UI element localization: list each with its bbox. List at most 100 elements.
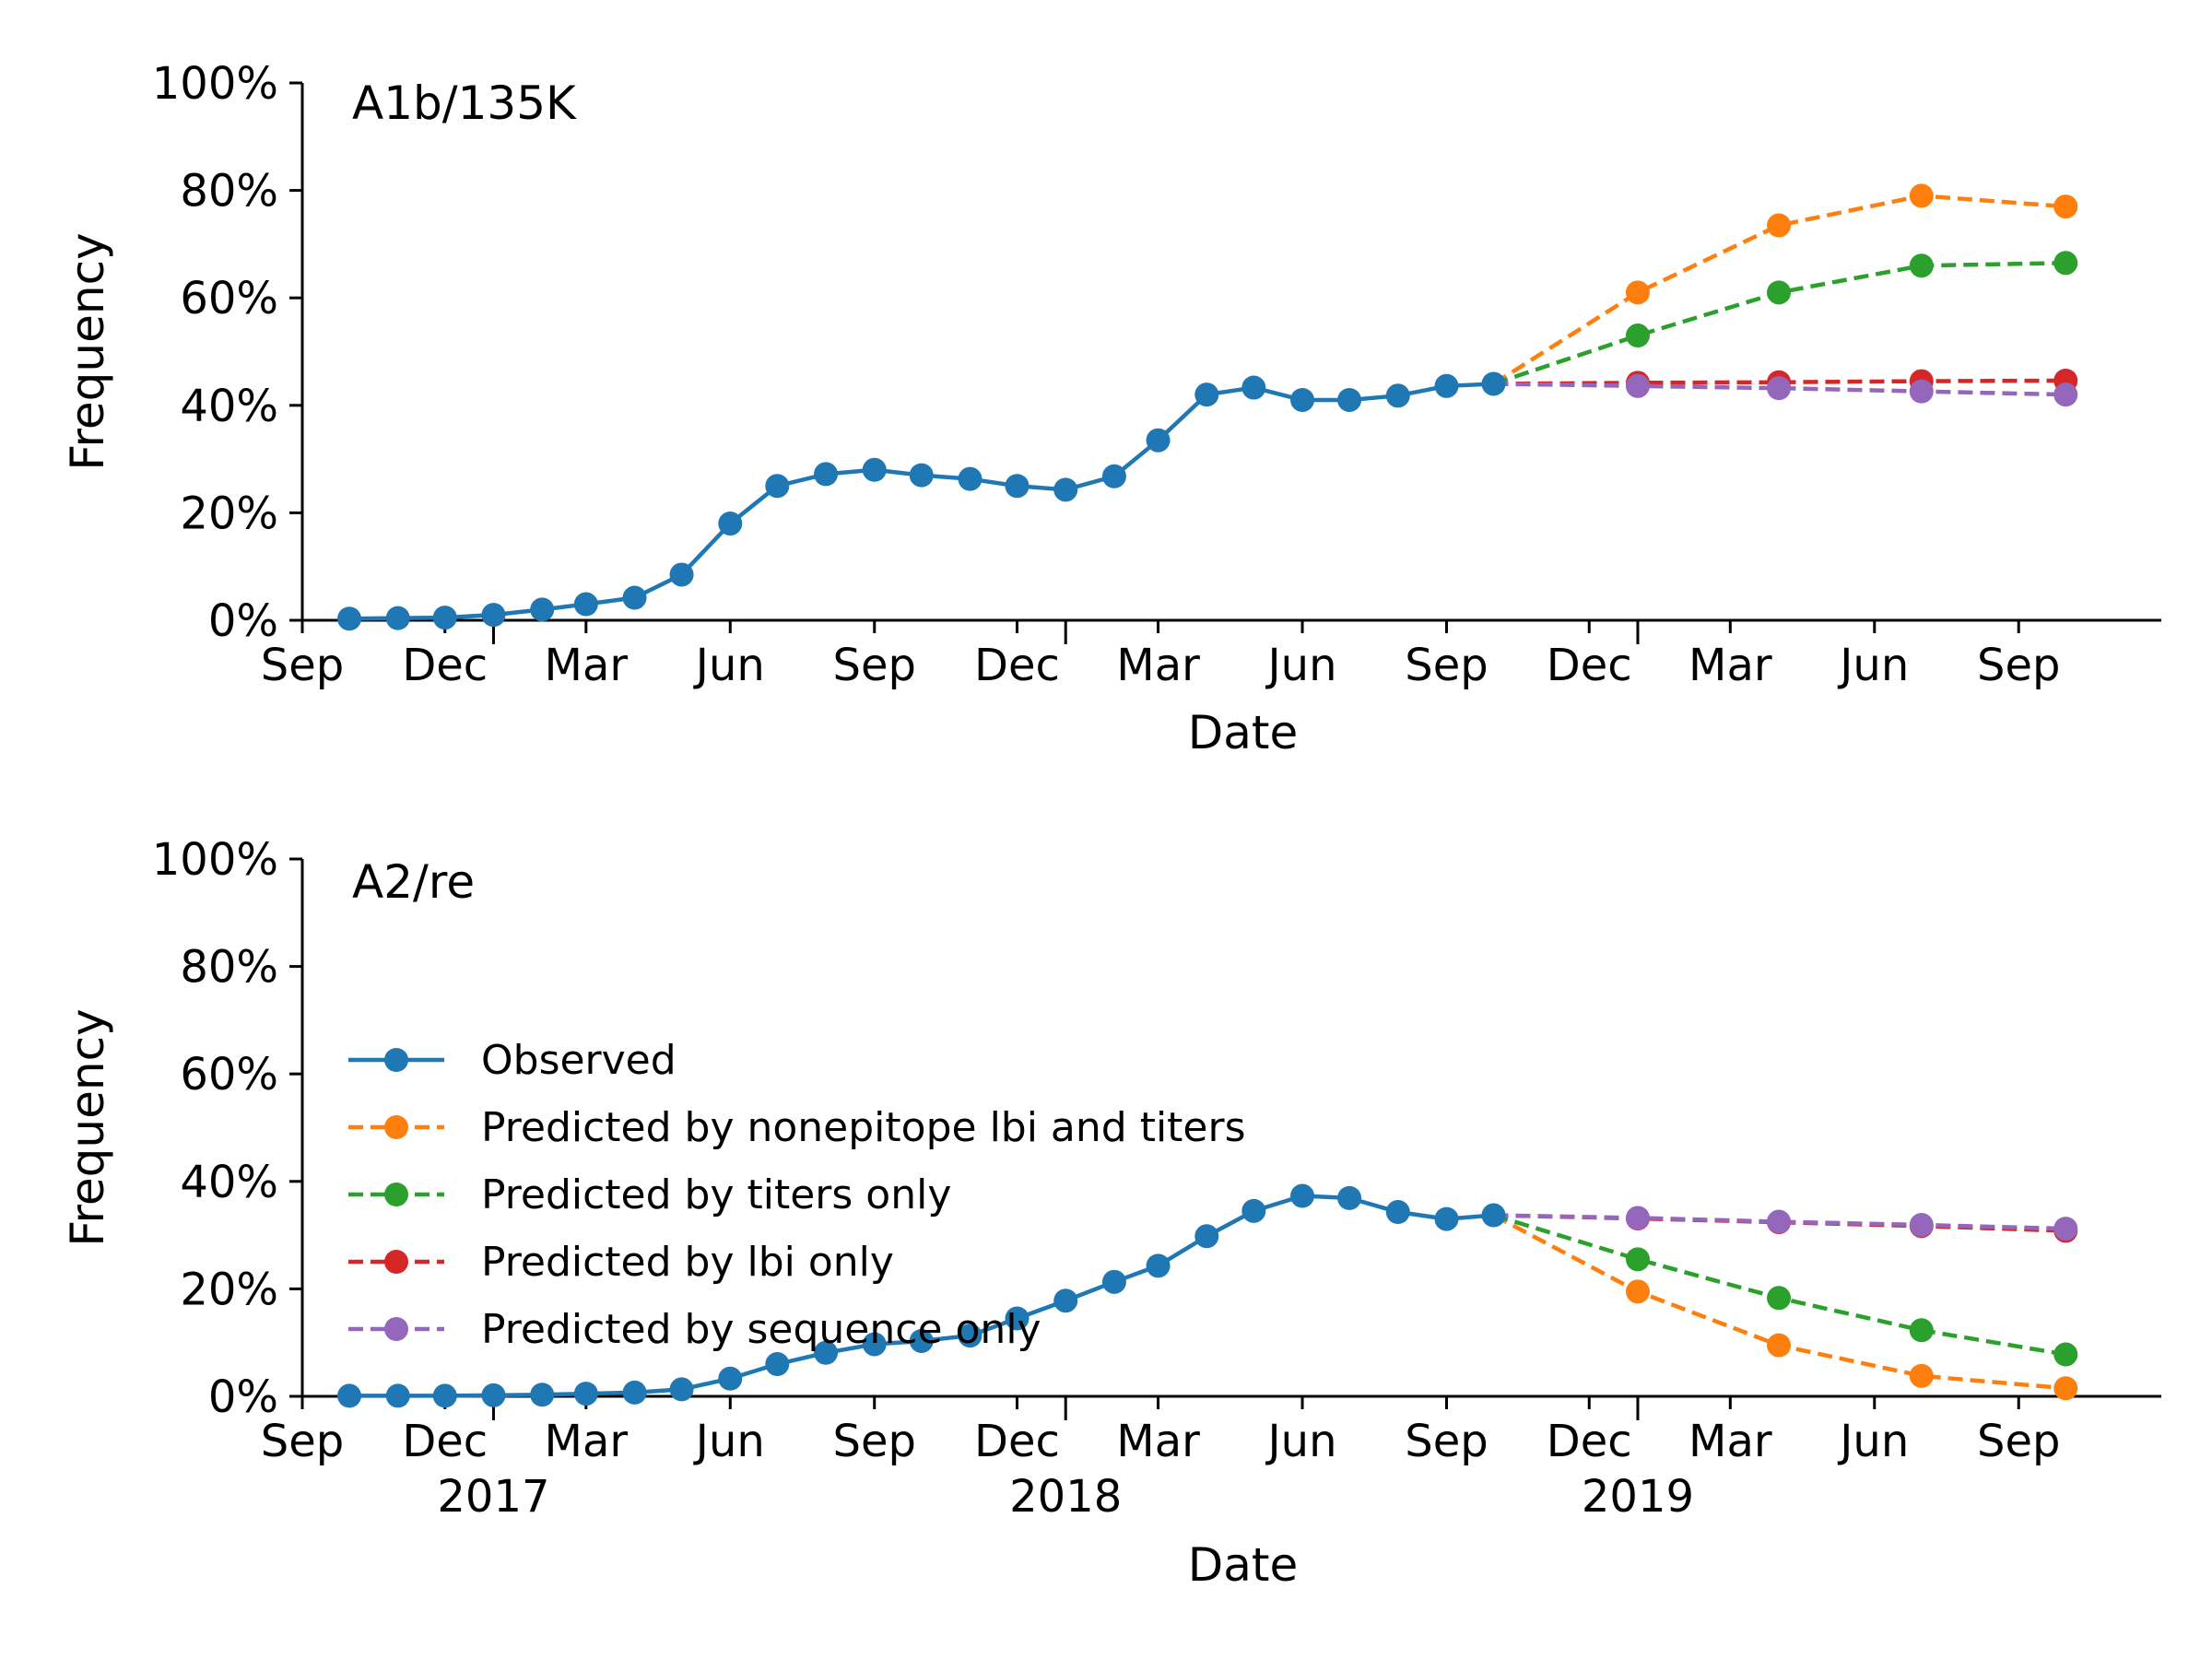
data-point bbox=[1434, 373, 1459, 398]
series-line bbox=[1493, 378, 2066, 386]
x-axis-title: Date bbox=[1188, 1538, 1299, 1592]
data-point bbox=[573, 592, 598, 617]
data-point bbox=[958, 1324, 982, 1348]
data-point bbox=[909, 463, 934, 488]
x-tick-label: Jun bbox=[1265, 640, 1337, 691]
data-point bbox=[2053, 1376, 2078, 1401]
series-line bbox=[1493, 382, 2066, 397]
data-point bbox=[1101, 464, 1126, 488]
data-point bbox=[1290, 387, 1315, 412]
data-point bbox=[1909, 183, 1934, 208]
data-point bbox=[1101, 1269, 1126, 1294]
y-tick-label: 100% bbox=[152, 834, 278, 886]
legend-swatch-marker bbox=[384, 1115, 408, 1139]
x-tick-label: Dec bbox=[1547, 1416, 1632, 1467]
data-point bbox=[622, 585, 647, 610]
data-point bbox=[1625, 280, 1650, 305]
x-tick-label: Mar bbox=[1116, 1416, 1200, 1467]
data-point bbox=[1434, 1206, 1459, 1231]
data-point bbox=[1194, 382, 1219, 407]
data-point bbox=[2053, 382, 2078, 407]
x-tick-label: Sep bbox=[1977, 1416, 2060, 1467]
data-point bbox=[1005, 1306, 1030, 1331]
year-label: 2019 bbox=[1582, 1471, 1694, 1523]
x-tick-label: Mar bbox=[1116, 640, 1200, 691]
data-point bbox=[1053, 477, 1078, 502]
data-point bbox=[862, 1332, 887, 1357]
data-point bbox=[385, 1383, 410, 1408]
y-tick-label: 60% bbox=[180, 1049, 278, 1100]
series-predicted-by-nonepitope-lbi-and-titers bbox=[1492, 183, 2078, 386]
legend-label: Predicted by titers only bbox=[481, 1171, 951, 1218]
legend-item: Observed bbox=[348, 1037, 677, 1084]
data-point bbox=[1385, 383, 1410, 408]
data-point bbox=[1146, 1253, 1171, 1278]
data-point bbox=[1290, 1183, 1315, 1208]
legend-item: Predicted by sequence only bbox=[348, 1306, 1041, 1353]
series-observed bbox=[337, 371, 1506, 631]
data-point bbox=[337, 1383, 362, 1408]
x-tick-label: Jun bbox=[1837, 640, 1909, 691]
data-point bbox=[1146, 428, 1171, 453]
data-point bbox=[2053, 1217, 2078, 1241]
y-tick-label: 40% bbox=[180, 1157, 278, 1208]
chart-panel-1: 0% 20% 40% 60% 80% 100% Sep Dec Mar Jun Sep Dec Mar J… bbox=[61, 58, 2161, 759]
data-point bbox=[765, 474, 790, 499]
year-label: 2018 bbox=[1009, 1471, 1122, 1523]
data-point bbox=[432, 606, 457, 630]
data-point bbox=[2053, 1342, 2078, 1367]
data-point bbox=[1481, 1203, 1506, 1228]
x-tick-label: Dec bbox=[402, 640, 488, 691]
data-point bbox=[1909, 1363, 1934, 1388]
series-observed bbox=[337, 1183, 1506, 1408]
legend: Observed Predicted by nonepitope lbi and … bbox=[348, 1037, 1246, 1353]
y-tick-label: 60% bbox=[180, 273, 278, 324]
legend-item: Predicted by nonepitope lbi and titers bbox=[348, 1104, 1246, 1151]
y-axis-title: Frequency bbox=[61, 1008, 114, 1246]
x-tick-label: Dec bbox=[974, 640, 1060, 691]
data-point bbox=[718, 512, 743, 536]
data-point bbox=[765, 1352, 790, 1377]
data-point bbox=[2053, 251, 2078, 276]
data-point bbox=[1241, 375, 1266, 400]
data-point bbox=[1767, 1209, 1792, 1234]
data-point bbox=[573, 1382, 598, 1406]
x-tick-label: Dec bbox=[1547, 640, 1632, 691]
legend-label: Predicted by sequence only bbox=[481, 1306, 1041, 1353]
x-tick-label: Jun bbox=[1265, 1416, 1337, 1467]
data-point bbox=[909, 1328, 934, 1353]
data-point bbox=[432, 1383, 457, 1408]
data-point bbox=[1241, 1198, 1266, 1223]
data-point bbox=[1625, 373, 1650, 398]
x-tick-label: Mar bbox=[545, 640, 629, 691]
chart-panel-2: 0% 20% 40% 60% 80% 100% Sep Dec Mar Jun Sep Dec Mar J… bbox=[61, 834, 2161, 1592]
series-line bbox=[1492, 194, 2066, 386]
data-point bbox=[1053, 1288, 1078, 1313]
data-point bbox=[1767, 1286, 1792, 1311]
series-predicted-by-sequence-only bbox=[1493, 1206, 2078, 1241]
y-tick-label: 0% bbox=[208, 1371, 278, 1423]
series-predicted-by-titers-only bbox=[1492, 1213, 2078, 1367]
x-tick-label: Sep bbox=[833, 640, 916, 691]
data-point bbox=[1625, 1279, 1650, 1304]
data-point bbox=[814, 462, 839, 487]
data-point bbox=[1909, 1318, 1934, 1343]
series-predicted-by-titers-only bbox=[1492, 251, 2078, 386]
series-line bbox=[1493, 1213, 2066, 1231]
x-tick-label: Sep bbox=[261, 640, 344, 691]
legend-label: Observed bbox=[481, 1037, 677, 1084]
x-tick-label: Dec bbox=[974, 1416, 1060, 1467]
data-point bbox=[337, 606, 362, 631]
data-point bbox=[862, 457, 887, 482]
data-point bbox=[718, 1366, 743, 1391]
legend-swatch-marker bbox=[384, 1048, 408, 1072]
data-point bbox=[1625, 1206, 1650, 1230]
year-label: 2017 bbox=[437, 1471, 549, 1523]
data-point bbox=[1385, 1200, 1410, 1225]
x-tick-label: Sep bbox=[1977, 640, 2060, 691]
x-axis-title: Date bbox=[1188, 706, 1299, 759]
legend-item: Predicted by titers only bbox=[348, 1171, 951, 1218]
data-point bbox=[622, 1380, 647, 1405]
data-point bbox=[1481, 371, 1506, 396]
